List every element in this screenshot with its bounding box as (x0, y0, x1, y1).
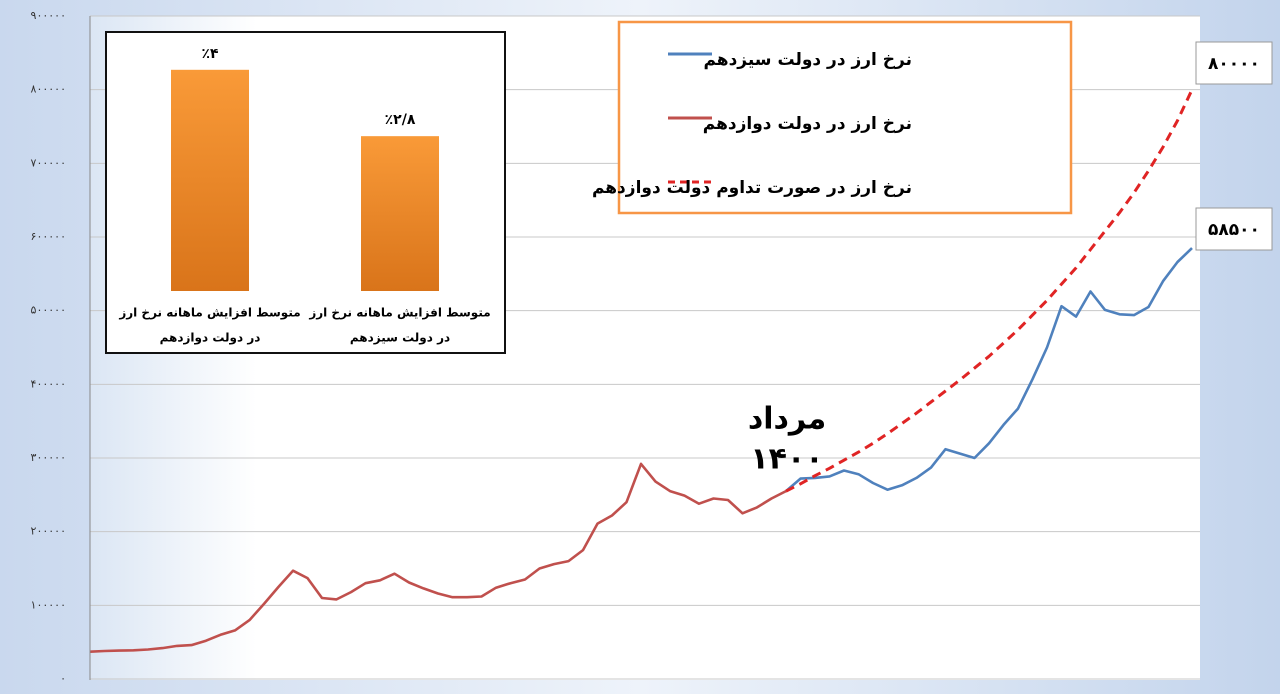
y-tick-label: ۶۰۰۰۰۰ (31, 230, 66, 243)
legend-label: نرخ ارز در دولت دوازدهم (703, 114, 912, 134)
bar (361, 136, 439, 291)
category-label: در دولت سیزدهم (350, 331, 450, 346)
annotation-box (1195, 41, 1273, 85)
series-line (785, 247, 1193, 493)
bar (171, 69, 249, 291)
y-tick-label: ۲۰۰۰۰۰ (31, 525, 66, 538)
value-label: ٪۲/۸ (385, 112, 416, 128)
y-tick-label: ۰ (60, 672, 66, 685)
y-tick-label: ۱۰۰۰۰۰ (31, 598, 66, 611)
annotation: ۸۰۰۰۰ (1208, 54, 1260, 74)
series-line (785, 89, 1194, 493)
legend-label: نرخ ارز در دولت سیزدهم (703, 50, 912, 70)
y-tick-label: ۷۰۰۰۰۰ (31, 156, 66, 169)
annotation: ۵۸۵۰۰ (1208, 220, 1260, 240)
value-label: ٪۴ (201, 46, 219, 62)
annotation: ۱۴۰۰ (750, 442, 823, 477)
y-tick-label: ۴۰۰۰۰۰ (31, 377, 66, 390)
category-label: متوسط افزایش ماهانه نرخ ارز (118, 306, 300, 321)
series-line (89, 462, 787, 653)
annotation-box (1195, 207, 1273, 251)
annotation: مرداد (748, 402, 826, 437)
category-label: متوسط افزایش ماهانه نرخ ارز (308, 306, 490, 321)
y-tick-label: ۸۰۰۰۰۰ (31, 83, 66, 96)
category-label: در دولت دوازدهم (160, 331, 261, 346)
y-tick-label: ۳۰۰۰۰۰ (31, 451, 66, 464)
y-tick-label: ۵۰۰۰۰۰ (31, 304, 66, 317)
legend-label: نرخ ارز در صورت تداوم دولت دوازدهم (592, 178, 912, 198)
y-tick-label: ۹۰۰۰۰۰ (31, 9, 66, 22)
